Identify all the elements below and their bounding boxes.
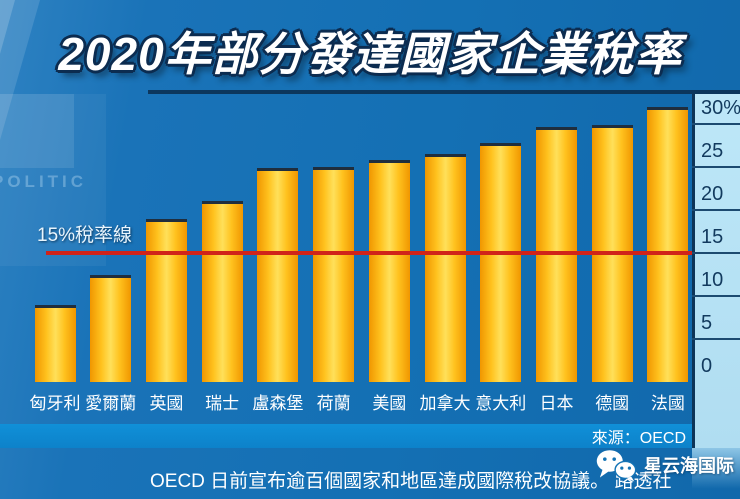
country-label: 法國 bbox=[650, 394, 685, 413]
chart-bar bbox=[201, 200, 243, 382]
title-divider-line bbox=[148, 90, 740, 94]
source-label: 來源：OECD bbox=[591, 430, 686, 447]
chart-bar bbox=[424, 154, 466, 382]
reference-line-15-percent bbox=[46, 251, 692, 255]
chart-bar bbox=[313, 167, 355, 382]
y-axis-panel bbox=[692, 94, 740, 448]
wechat-icon bbox=[596, 450, 637, 482]
country-label: 愛爾蘭 bbox=[85, 394, 137, 413]
source-band: 來源：OECD bbox=[0, 424, 692, 448]
footer-caption: OECD 日前宣布逾百個國家和地區達成國際稅改協議。 路透社 bbox=[150, 471, 672, 492]
y-axis-tick-label: 15 bbox=[701, 226, 724, 248]
chart-bar bbox=[34, 304, 76, 382]
y-axis-panel-fade bbox=[692, 448, 740, 499]
y-axis-tick-line bbox=[692, 209, 740, 211]
country-label: 加拿大 bbox=[419, 394, 471, 413]
y-axis-tick-line bbox=[692, 295, 740, 297]
country-label: 日本 bbox=[539, 394, 574, 413]
chart-bar bbox=[257, 167, 299, 382]
brand-watermark: 星云海国际 bbox=[592, 448, 734, 482]
y-axis-tick-line bbox=[692, 123, 740, 125]
country-label: 意大利 bbox=[475, 394, 527, 413]
chart-bar bbox=[90, 274, 132, 382]
chart-bar bbox=[647, 106, 689, 382]
y-axis-tick-label: 20 bbox=[701, 183, 724, 205]
country-label: 德國 bbox=[595, 394, 630, 413]
y-axis-tick-label: 0 bbox=[701, 355, 713, 377]
chart-bar bbox=[480, 142, 522, 382]
background-light-rectangle bbox=[0, 94, 74, 168]
country-label: 瑞士 bbox=[205, 394, 240, 413]
country-label: 英國 bbox=[149, 394, 184, 413]
y-axis-tick-label: 5 bbox=[701, 312, 713, 334]
background-light-column bbox=[0, 94, 106, 266]
y-axis-tick-label: 10 bbox=[701, 269, 724, 291]
chart-bar bbox=[145, 218, 187, 382]
country-label: 盧森堡 bbox=[252, 394, 304, 413]
y-axis-tick-label: 25 bbox=[701, 140, 724, 162]
background-watermark-text: POLITIC bbox=[0, 172, 88, 191]
country-label: 荷蘭 bbox=[316, 394, 351, 413]
country-label: 匈牙利 bbox=[29, 394, 81, 413]
y-axis-tick-label: 30% bbox=[701, 97, 740, 119]
country-label: 美國 bbox=[372, 394, 407, 413]
y-axis-tick-line bbox=[692, 338, 740, 340]
y-axis-tick-line bbox=[692, 166, 740, 168]
brand-name: 星云海国际 bbox=[644, 456, 734, 476]
chart-title: 2020年部分發達國家企業稅率 bbox=[58, 28, 682, 80]
reference-line-label: 15%稅率線 bbox=[37, 225, 133, 246]
y-axis-tick-line bbox=[692, 252, 740, 254]
chart-bar bbox=[368, 160, 410, 382]
